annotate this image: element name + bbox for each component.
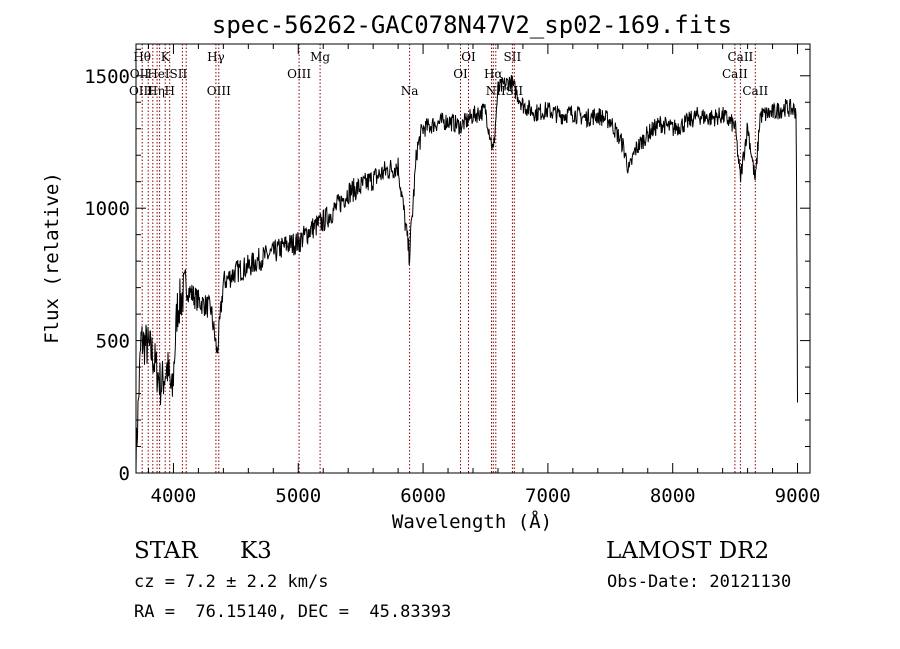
line-label: Hθ: [133, 50, 151, 64]
flux-series-line: [135, 75, 798, 474]
x-tick-label: 6000: [400, 485, 446, 507]
line-label: OIII: [129, 84, 153, 98]
x-tick-label: 5000: [275, 485, 321, 507]
line-label: CaII: [742, 84, 768, 98]
line-label: SII: [170, 67, 188, 81]
chart-title: spec-56262-GAC078N47V2_sp02-169.fits: [212, 11, 732, 39]
x-axis-label: Wavelength (Å): [392, 510, 552, 533]
line-label: SII: [504, 50, 522, 64]
line-label: OI: [453, 67, 468, 81]
x-tick-label: 7000: [525, 485, 571, 507]
line-label: CaII: [727, 50, 753, 64]
line-label: OI: [461, 50, 476, 64]
line-label: Mg: [310, 50, 330, 64]
y-tick-label: 0: [119, 463, 130, 485]
line-label: Hα: [484, 67, 503, 81]
object-class: STAR: [134, 538, 198, 564]
object-subclass: K3: [240, 538, 272, 564]
y-tick-label: 500: [96, 331, 130, 353]
y-axis-label: Flux (relative): [41, 172, 63, 344]
line-label: OII: [130, 67, 150, 81]
plot-area: Hθ K Hγ Mg OI SII CaII OII OIII HeI Hη SII H OIII OIII…: [84, 43, 821, 507]
line-label: K: [161, 50, 171, 64]
line-label: HeI: [147, 67, 170, 81]
line-label: Na: [401, 84, 419, 98]
x-tick-label: 8000: [650, 485, 696, 507]
line-label: OIII: [287, 67, 311, 81]
obs-date-text: Obs-Date: 20121130: [607, 572, 792, 592]
line-label: Hγ: [207, 50, 225, 64]
y-tick-label: 1000: [84, 198, 130, 220]
survey-name: LAMOST DR2: [606, 538, 770, 564]
line-label: H: [164, 84, 174, 98]
line-label: Hη: [147, 84, 165, 98]
y-tick-label: 1500: [84, 66, 130, 88]
redshift-text: cz = 7.2 ± 2.2 km/s: [134, 572, 329, 592]
x-tick-label: 4000: [151, 485, 197, 507]
x-tick-label: 9000: [775, 485, 821, 507]
line-label: NII: [486, 84, 506, 98]
coordinates-text: RA = 76.15140, DEC = 45.83393: [134, 602, 452, 622]
line-label: OIII: [207, 84, 231, 98]
line-label: CaII: [722, 67, 748, 81]
plot-frame: [135, 43, 811, 474]
